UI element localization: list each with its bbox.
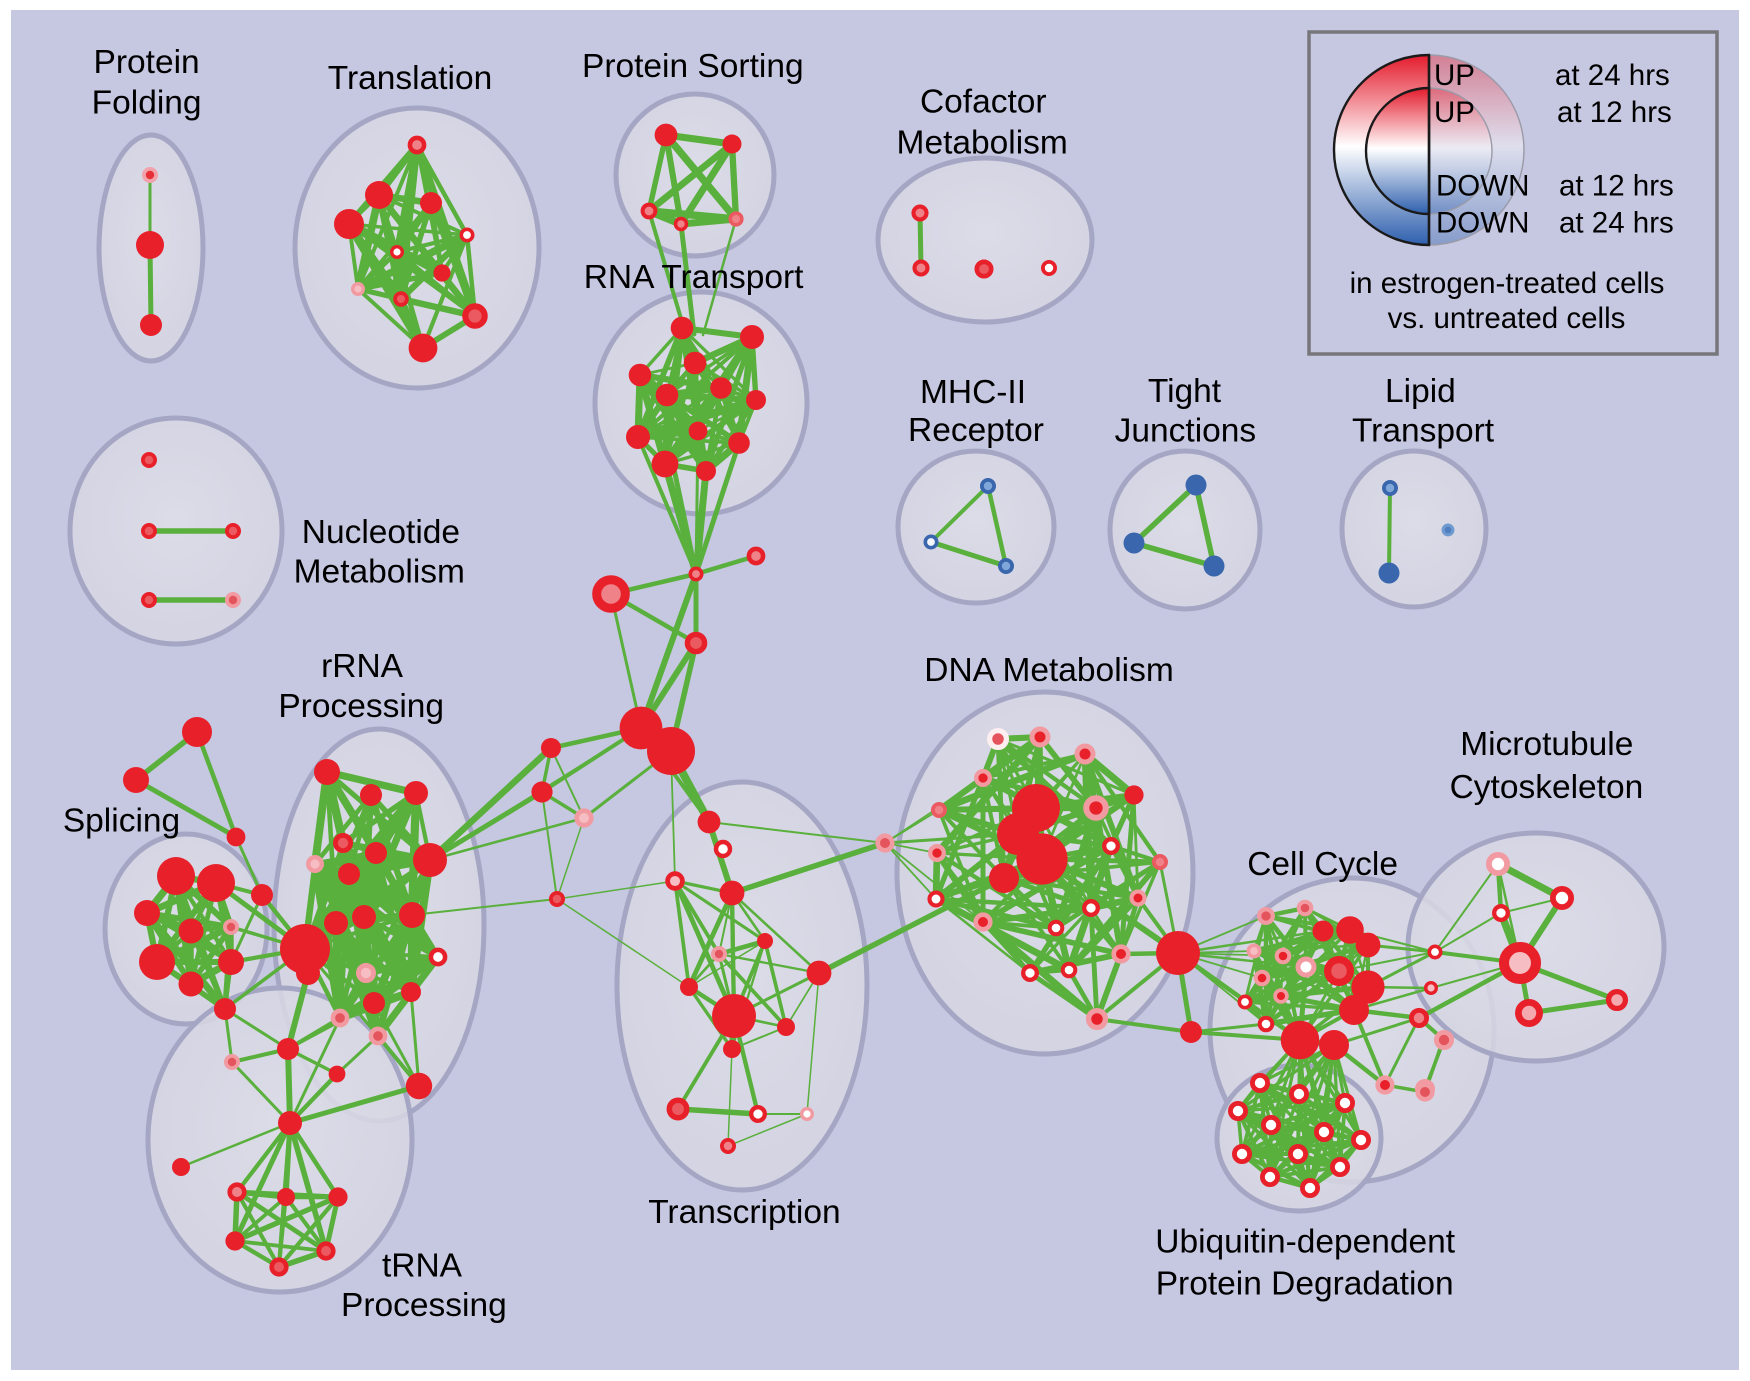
svg-text:DNA Metabolism: DNA Metabolism (924, 652, 1173, 689)
svg-text:Cell Cycle: Cell Cycle (1247, 846, 1398, 883)
svg-text:Folding: Folding (92, 85, 202, 122)
svg-text:Protein: Protein (94, 44, 200, 81)
svg-text:Metabolism: Metabolism (294, 554, 465, 591)
svg-text:Cytoskeleton: Cytoskeleton (1450, 769, 1644, 806)
svg-text:at 12 hrs: at 12 hrs (1557, 96, 1672, 129)
svg-text:at 24 hrs: at 24 hrs (1559, 207, 1674, 240)
svg-text:Lipid: Lipid (1385, 373, 1456, 410)
svg-text:Cofactor: Cofactor (920, 84, 1047, 121)
svg-text:DOWN: DOWN (1436, 170, 1529, 203)
svg-text:MHC-II: MHC-II (920, 374, 1026, 411)
svg-text:Nucleotide: Nucleotide (302, 514, 460, 551)
svg-text:UP: UP (1434, 59, 1475, 92)
svg-text:Processing: Processing (341, 1287, 507, 1324)
svg-text:Processing: Processing (278, 688, 444, 725)
svg-text:DOWN: DOWN (1436, 207, 1529, 240)
svg-text:at 24 hrs: at 24 hrs (1555, 59, 1670, 92)
svg-text:Microtubule: Microtubule (1460, 726, 1633, 763)
svg-text:Transcription: Transcription (648, 1194, 840, 1231)
svg-text:vs. untreated cells: vs. untreated cells (1388, 302, 1626, 335)
svg-text:Splicing: Splicing (63, 803, 180, 840)
svg-text:Protein Degradation: Protein Degradation (1156, 1266, 1454, 1303)
svg-text:UP: UP (1434, 96, 1475, 129)
svg-text:Tight: Tight (1148, 373, 1222, 410)
svg-text:rRNA: rRNA (321, 648, 404, 685)
svg-text:Junctions: Junctions (1115, 413, 1257, 450)
svg-text:Transport: Transport (1352, 413, 1495, 450)
svg-text:Translation: Translation (328, 60, 492, 97)
svg-text:at 12 hrs: at 12 hrs (1559, 170, 1674, 203)
svg-text:RNA Transport: RNA Transport (584, 259, 804, 296)
svg-text:in estrogen-treated cells: in estrogen-treated cells (1350, 267, 1665, 300)
svg-text:Protein Sorting: Protein Sorting (582, 48, 804, 85)
svg-text:Receptor: Receptor (908, 412, 1044, 449)
svg-text:tRNA: tRNA (382, 1248, 463, 1285)
svg-text:Metabolism: Metabolism (897, 125, 1068, 162)
svg-text:Ubiquitin-dependent: Ubiquitin-dependent (1155, 1224, 1456, 1261)
